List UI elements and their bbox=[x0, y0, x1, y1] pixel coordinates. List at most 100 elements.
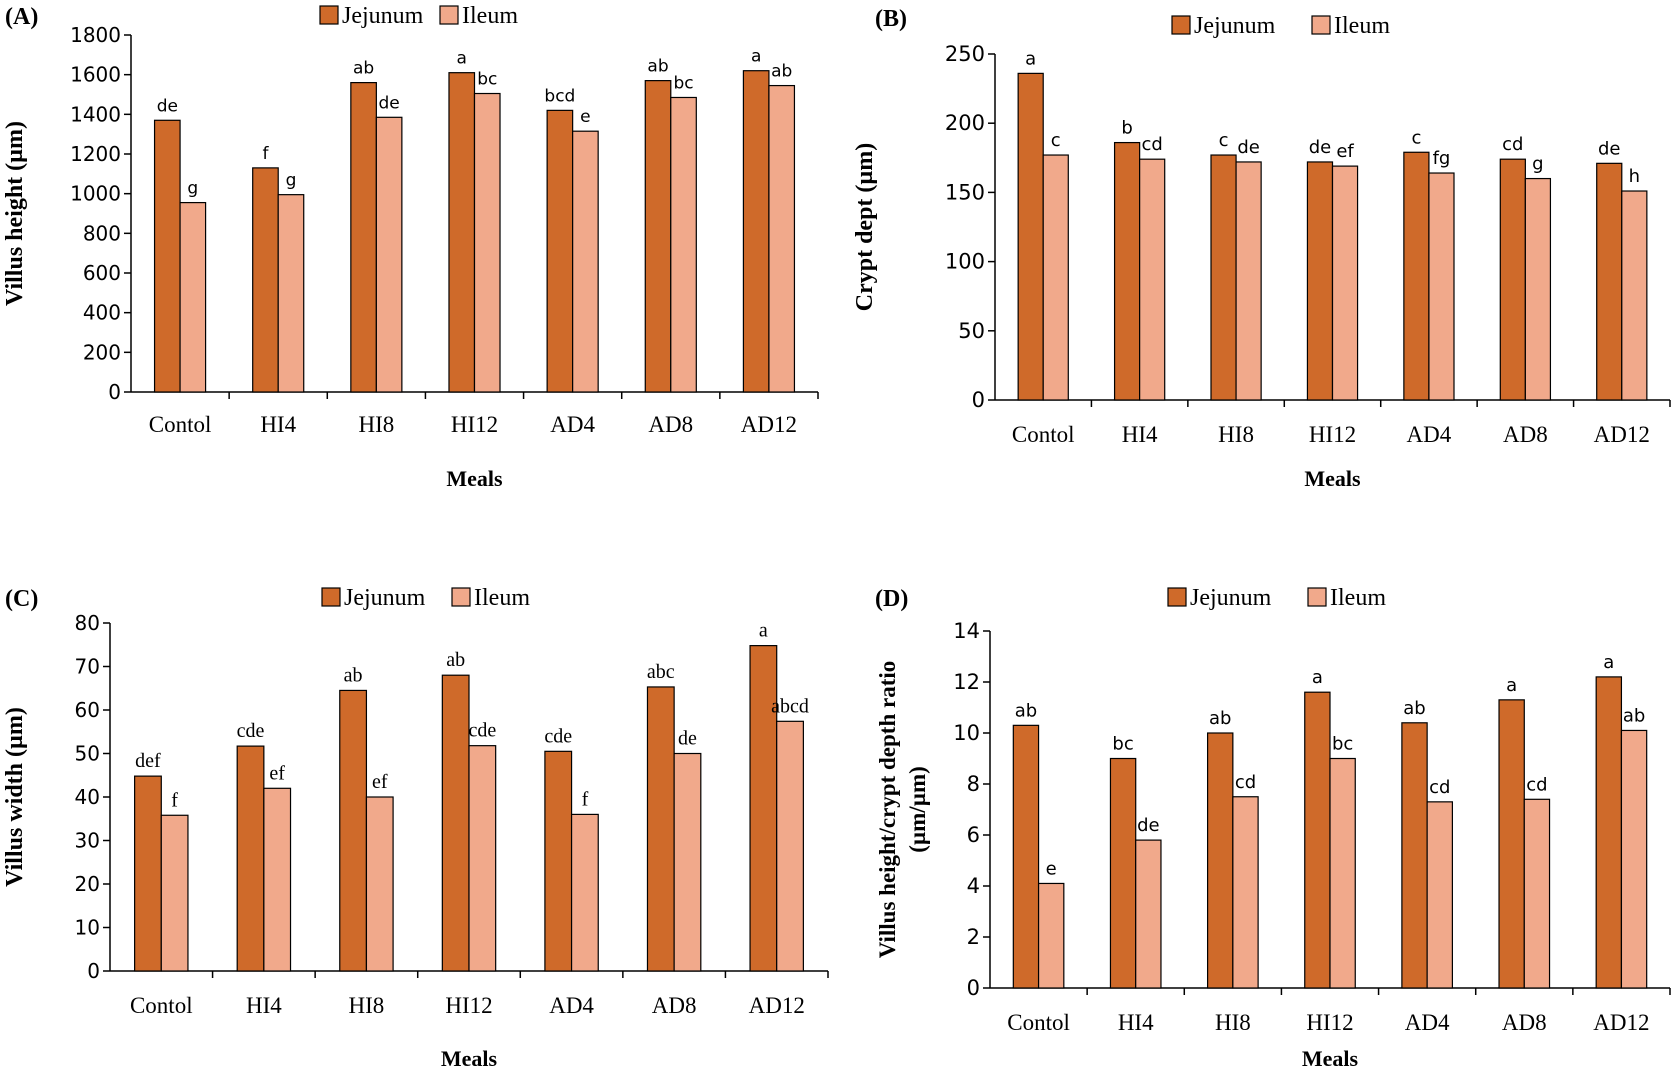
x-tick-label: Contol bbox=[149, 412, 212, 437]
bar-ileum-contol bbox=[160, 814, 189, 972]
significance-label: ef bbox=[372, 771, 388, 793]
legend-swatch-jejunum bbox=[319, 5, 339, 25]
x-tick-label: HI4 bbox=[260, 412, 296, 437]
significance-label: de bbox=[1309, 137, 1332, 158]
significance-label: de bbox=[1137, 815, 1160, 836]
x-tick-label: AD12 bbox=[749, 993, 805, 1018]
x-axis-title: Meals bbox=[441, 1046, 498, 1070]
bar-jejunum-contol bbox=[1017, 72, 1044, 401]
chart-panel-c: (C) Jejunum Ileum01020304050607080deffCont… bbox=[2, 585, 829, 1070]
legend-label-ileum: Ileum bbox=[1334, 13, 1390, 39]
significance-label: bc bbox=[1112, 734, 1133, 755]
y-tick-label: 0 bbox=[967, 976, 980, 1000]
significance-label: ef bbox=[1336, 141, 1354, 162]
x-tick-label: AD4 bbox=[1405, 1010, 1450, 1035]
legend-swatch-ileum bbox=[451, 587, 471, 607]
y-tick-label: 200 bbox=[945, 111, 985, 135]
y-tick-label: 4 bbox=[967, 874, 980, 898]
x-tick-label: AD8 bbox=[1503, 422, 1548, 447]
significance-label: de bbox=[378, 93, 399, 113]
bar-ileum-hi12 bbox=[1331, 165, 1359, 401]
x-tick-label: AD8 bbox=[652, 993, 697, 1018]
y-tick-label: 800 bbox=[83, 221, 121, 245]
significance-label: de bbox=[1237, 137, 1260, 158]
x-tick-label: HI4 bbox=[1118, 1010, 1154, 1035]
significance-label: a bbox=[1312, 667, 1323, 688]
significance-label: cd bbox=[1429, 777, 1450, 798]
significance-label: c bbox=[1219, 130, 1229, 151]
bar-ileum-hi8 bbox=[365, 796, 394, 972]
legend-label-ileum: Ileum bbox=[462, 3, 518, 29]
bar-ileum-ad4 bbox=[572, 130, 599, 393]
x-tick-label: HI12 bbox=[1306, 1010, 1353, 1035]
significance-label: cde bbox=[468, 720, 496, 742]
panel-label: (B) bbox=[875, 6, 907, 32]
x-tick-label: AD4 bbox=[549, 993, 594, 1018]
x-tick-label: HI12 bbox=[1309, 422, 1356, 447]
significance-label: cde bbox=[544, 725, 572, 747]
bar-jejunum-hi12 bbox=[448, 72, 476, 393]
significance-label: bcd bbox=[544, 86, 575, 106]
significance-label: ab bbox=[1015, 700, 1037, 721]
significance-label: de bbox=[1598, 138, 1621, 159]
y-axis-title: Villus width (µm) bbox=[2, 707, 28, 887]
y-tick-label: 250 bbox=[945, 42, 985, 66]
legend-label-jejunum: Jejunum bbox=[344, 585, 426, 611]
bar-ileum-ad8 bbox=[1524, 177, 1552, 401]
bar-ileum-hi4 bbox=[1139, 158, 1166, 401]
significance-label: ab bbox=[771, 62, 792, 82]
significance-label: e bbox=[580, 107, 590, 127]
bar-ileum-ad4 bbox=[570, 813, 599, 972]
bar-ileum-contol bbox=[1037, 882, 1065, 989]
bar-jejunum-ad4 bbox=[1403, 151, 1430, 401]
bar-jejunum-hi12 bbox=[1306, 161, 1334, 401]
legend-label-jejunum: Jejunum bbox=[342, 3, 424, 29]
x-tick-label: AD4 bbox=[1407, 422, 1452, 447]
y-tick-label: 1400 bbox=[70, 102, 121, 126]
bar-jejunum-ad8 bbox=[644, 80, 672, 393]
bar-ileum-hi12 bbox=[1329, 757, 1356, 989]
bar-ileum-ad12 bbox=[768, 84, 796, 393]
x-tick-label: HI12 bbox=[445, 993, 492, 1018]
x-tick-label: AD4 bbox=[550, 412, 595, 437]
y-tick-label: 14 bbox=[953, 619, 980, 643]
bar-jejunum-hi12 bbox=[441, 674, 470, 972]
significance-label: de bbox=[678, 728, 697, 750]
significance-label: cd bbox=[1235, 772, 1256, 793]
significance-label: cd bbox=[1502, 134, 1523, 155]
significance-label: bc bbox=[477, 70, 497, 90]
x-tick-label: AD12 bbox=[741, 412, 797, 437]
significance-label: ab bbox=[647, 57, 668, 77]
y-tick-label: 1600 bbox=[70, 63, 121, 87]
y-tick-label: 80 bbox=[75, 611, 100, 635]
significance-label: ab bbox=[1209, 708, 1231, 729]
significance-label: a bbox=[1603, 652, 1614, 673]
bar-jejunum-ad12 bbox=[749, 645, 778, 972]
y-tick-label: 20 bbox=[75, 872, 100, 896]
bar-jejunum-hi8 bbox=[339, 689, 368, 972]
bar-ileum-hi8 bbox=[375, 116, 403, 393]
legend-label-ileum: Ileum bbox=[1330, 585, 1386, 611]
bar-jejunum-contol bbox=[153, 119, 181, 393]
bar-ileum-ad12 bbox=[1620, 729, 1648, 989]
legend-label-jejunum: Jejunum bbox=[1194, 13, 1276, 39]
x-tick-label: HI4 bbox=[246, 993, 282, 1018]
bar-jejunum-hi4 bbox=[1113, 141, 1141, 401]
y-tick-label: 1200 bbox=[70, 142, 121, 166]
bar-jejunum-hi8 bbox=[1206, 732, 1234, 989]
significance-label: cde bbox=[237, 720, 265, 742]
bar-jejunum-ad8 bbox=[1498, 699, 1525, 989]
bar-ileum-hi4 bbox=[277, 194, 305, 393]
y-tick-label: 70 bbox=[75, 655, 100, 679]
x-tick-label: Contol bbox=[1007, 1010, 1070, 1035]
y-axis-title: Crypt dept (µm) bbox=[852, 143, 878, 311]
legend-swatch-ileum bbox=[1311, 15, 1331, 35]
bar-ileum-hi4 bbox=[263, 787, 292, 972]
significance-label: c bbox=[1051, 130, 1061, 151]
bar-jejunum-hi4 bbox=[236, 745, 265, 972]
significance-label: ab bbox=[344, 664, 363, 686]
significance-label: a bbox=[457, 49, 467, 69]
significance-label: bc bbox=[1332, 734, 1353, 755]
x-tick-label: HI12 bbox=[451, 412, 498, 437]
